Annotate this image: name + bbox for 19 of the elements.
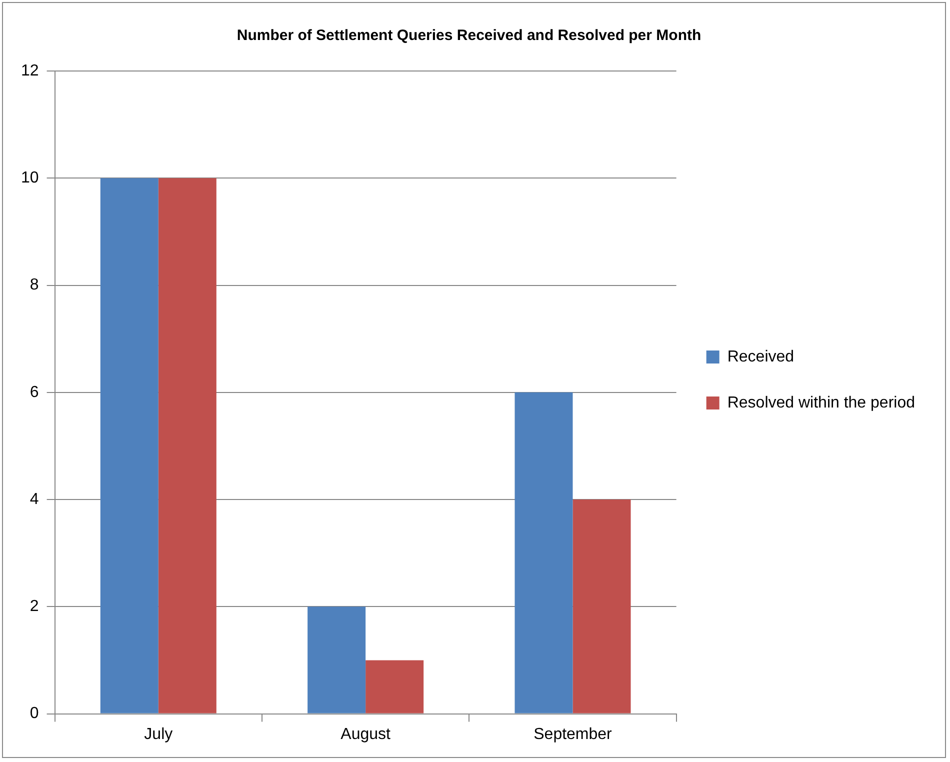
y-tick-label: 2 xyxy=(30,598,39,616)
y-tick-label: 8 xyxy=(30,276,39,294)
y-tick-label: 12 xyxy=(21,62,39,80)
bar xyxy=(308,606,366,714)
bar xyxy=(100,178,158,714)
x-tick-label: August xyxy=(340,726,392,743)
chart-title: Number of Settlement Queries Received and Resolved per Month xyxy=(236,27,702,44)
bar xyxy=(572,500,631,714)
bar xyxy=(158,178,216,714)
x-tick-label: July xyxy=(144,726,173,743)
bar xyxy=(514,392,573,714)
x-tick-label: September xyxy=(534,726,613,743)
y-tick-label: 0 xyxy=(30,705,39,722)
y-tick-label: 4 xyxy=(30,490,39,508)
y-tick-label: 10 xyxy=(21,170,39,187)
bar xyxy=(366,660,424,714)
y-tick-label: 6 xyxy=(30,384,39,401)
legend-label: Resolved within the period xyxy=(727,394,916,412)
legend-label: Received xyxy=(727,348,794,366)
